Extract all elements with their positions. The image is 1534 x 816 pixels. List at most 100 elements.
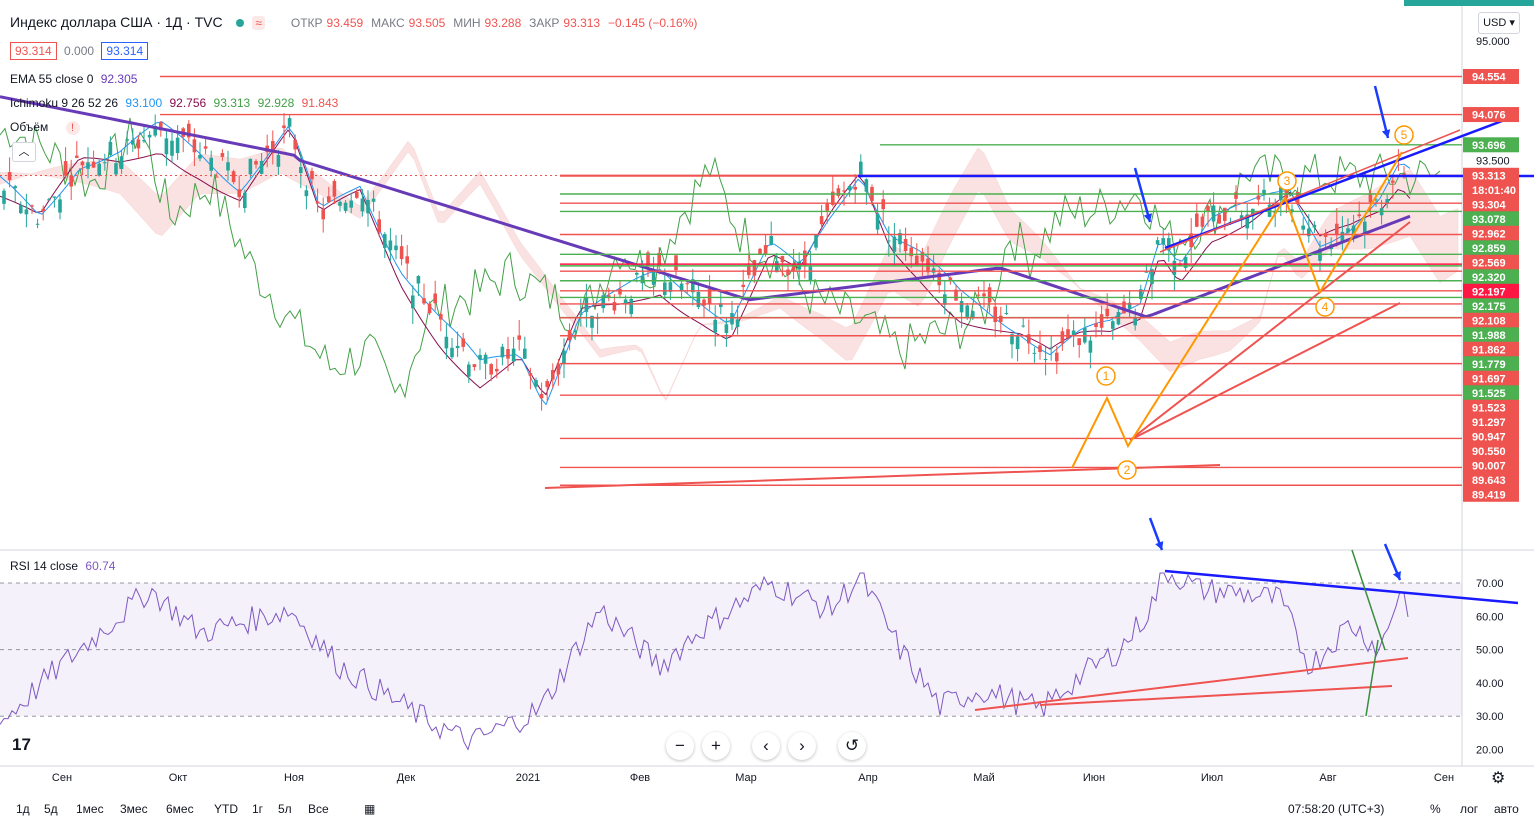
candle-body [691, 279, 695, 293]
wave-marker [1277, 171, 1297, 191]
log-toggle[interactable]: лог [1460, 802, 1479, 816]
auto-toggle[interactable]: авто [1494, 802, 1519, 816]
price-label-box [1463, 211, 1519, 227]
wave-label: 5 [1401, 128, 1408, 142]
collapse-legend-icon[interactable]: ︿ [12, 142, 36, 162]
range-1m[interactable]: 1мес [76, 802, 104, 816]
symbol-title[interactable]: Индекс доллара США · 1Д · TVC [10, 14, 223, 30]
bottom-toolbar: 1д 5д 1мес 3мес 6мес YTD 1г 5л Все ▦ 07:… [0, 800, 1534, 816]
candle-body [304, 190, 309, 197]
time-tick: Дек [397, 772, 416, 784]
candle-body [433, 293, 437, 304]
candle-body [248, 158, 253, 175]
price-label-box [1463, 137, 1519, 153]
candle-body [1346, 228, 1350, 233]
volume-label: Объём [10, 120, 49, 134]
candle-body [63, 161, 68, 176]
price-label: 91.988 [1472, 330, 1506, 342]
candle-body [825, 202, 829, 211]
candle-body [321, 209, 325, 220]
currency-select[interactable]: USD ▾ [1478, 12, 1520, 34]
candle-body [1172, 260, 1177, 275]
price-label: 92.320 [1472, 272, 1506, 284]
candle-body [231, 171, 236, 183]
candle-body [254, 161, 258, 165]
wave-icon[interactable]: ≈ [252, 16, 265, 30]
candle-body [455, 345, 460, 349]
ichimoku-legend[interactable]: Ichimoku 9 26 52 26 93.100 92.756 93.313… [10, 96, 342, 110]
candle-body [30, 205, 34, 207]
candle-body [758, 248, 762, 254]
price-label-box [1463, 356, 1519, 372]
rising-trendline-1 [1129, 221, 1411, 441]
gear-icon[interactable]: ⚙ [1491, 770, 1506, 787]
calendar-icon[interactable]: ▦ [364, 802, 376, 816]
candle-body [276, 155, 281, 167]
time-tick: Апр [858, 772, 877, 784]
candle-body [332, 181, 337, 197]
candle-body [243, 192, 247, 208]
candle-body [47, 199, 51, 201]
candle-body [959, 301, 964, 313]
candle-body [657, 252, 661, 267]
arrow-price-1-head [1143, 213, 1153, 222]
warning-icon[interactable]: ! [65, 121, 80, 135]
scroll-back-button[interactable]: ‹ [752, 732, 780, 760]
time-tick: Ноя [284, 772, 304, 784]
candle-body [383, 234, 387, 248]
range-ytd[interactable]: YTD [214, 802, 238, 816]
candle-body [1239, 215, 1244, 221]
clock-time[interactable]: 07:58:20 (UTC+3) [1288, 802, 1385, 816]
range-6m[interactable]: 6мес [166, 802, 194, 816]
candle-body [1290, 209, 1294, 212]
candle-body [719, 303, 723, 308]
candle-body [147, 134, 152, 138]
candle-body [19, 205, 23, 214]
candle-body [1105, 308, 1109, 317]
zoom-out-button[interactable]: − [666, 732, 694, 760]
range-3m[interactable]: 3мес [120, 802, 148, 816]
tradingview-logo[interactable]: 17 [12, 735, 31, 754]
candle-body [1351, 225, 1356, 237]
candle-body [747, 265, 751, 276]
candle-body [1111, 321, 1115, 329]
candle-body [629, 298, 633, 315]
percent-toggle[interactable]: % [1430, 802, 1441, 816]
high-value: 93.505 [408, 16, 446, 30]
ichimoku-kijun: 92.756 [169, 96, 207, 110]
candle-body [786, 269, 790, 275]
scroll-forward-button[interactable]: › [788, 732, 816, 760]
volume-legend[interactable]: Объём ! [10, 120, 84, 135]
ema-legend[interactable]: EMA 55 close 0 92.305 [10, 72, 141, 86]
range-5d[interactable]: 5д [44, 802, 58, 816]
zoom-in-button[interactable]: + [702, 732, 730, 760]
candle-body [881, 199, 885, 210]
price-label: 92.859 [1472, 243, 1506, 255]
range-all[interactable]: Все [308, 802, 329, 816]
rsi-legend[interactable]: RSI 14 close 60.74 [10, 559, 119, 573]
candle-body [192, 139, 197, 153]
candle-body [1150, 269, 1154, 284]
candle-body [97, 163, 101, 176]
range-5y[interactable]: 5л [278, 802, 292, 816]
candle-body [903, 238, 908, 252]
range-1y[interactable]: 1г [252, 802, 264, 816]
price-label-box [1463, 399, 1519, 415]
arrow-price-1 [1133, 167, 1152, 223]
candle-body [175, 137, 180, 154]
ask-price[interactable]: 93.314 [101, 42, 149, 60]
range-1d[interactable]: 1д [16, 802, 30, 816]
bid-price[interactable]: 93.314 [10, 42, 57, 60]
reset-chart-button[interactable]: ↺ [838, 732, 866, 760]
candle-body [371, 198, 376, 202]
rsi-support-1 [974, 657, 1409, 711]
candle-body [495, 368, 499, 372]
time-tick: Авг [1319, 772, 1336, 784]
price-label-box [1463, 182, 1519, 198]
candle-body [41, 208, 45, 212]
price-label: 94.076 [1472, 110, 1506, 122]
price-label: 92.569 [1472, 257, 1506, 269]
candle-body [439, 313, 443, 320]
candle-body [7, 172, 12, 181]
